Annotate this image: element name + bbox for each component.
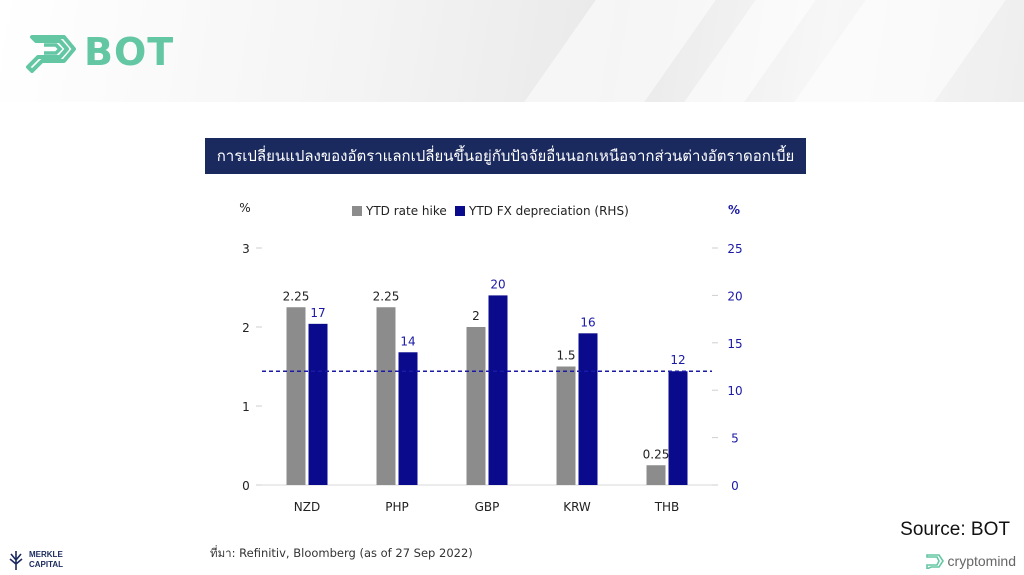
category-label: PHP xyxy=(385,500,409,514)
cryptomind-icon xyxy=(925,554,944,569)
right-tick-label: 5 xyxy=(731,432,739,446)
bar-rate-hike xyxy=(466,327,486,485)
bar-fx-depreciation xyxy=(668,371,688,485)
data-label-rate-hike: 1.5 xyxy=(556,349,575,363)
chart-title: การเปลี่ยนแปลงของอัตราแลกเปลี่ยนขึ้นอยู่… xyxy=(205,138,806,174)
merkle-line1: MERKLE xyxy=(29,550,63,559)
data-label-rate-hike: 2.25 xyxy=(373,289,400,303)
bar-fx-depreciation xyxy=(578,333,598,485)
bot-logo-icon xyxy=(26,35,76,73)
category-label: GBP xyxy=(475,500,500,514)
left-axis-label: % xyxy=(239,201,250,215)
category-label: KRW xyxy=(563,500,591,514)
data-label-fx-depreciation: 12 xyxy=(670,353,685,367)
data-label-fx-depreciation: 14 xyxy=(400,334,415,348)
legend-swatch-rate-hike xyxy=(352,206,362,216)
bar-fx-depreciation xyxy=(488,295,508,485)
data-label-rate-hike: 2.25 xyxy=(283,289,310,303)
category-label: NZD xyxy=(294,500,320,514)
bar-rate-hike xyxy=(286,307,306,485)
left-tick-label: 3 xyxy=(242,242,250,256)
left-tick-label: 1 xyxy=(242,400,250,414)
brand-name: BOT xyxy=(84,30,175,74)
bot-logo: BOT xyxy=(24,30,174,74)
right-tick-label: 25 xyxy=(727,242,742,256)
merkle-line2: CAPITAL xyxy=(29,560,64,569)
left-tick-label: 0 xyxy=(242,479,250,493)
cryptomind-label: cryptomind xyxy=(947,553,1016,569)
right-tick-label: 15 xyxy=(727,337,742,351)
merkle-capital-logo: MERKLE CAPITAL xyxy=(8,550,63,570)
legend-label-rate-hike: YTD rate hike xyxy=(365,204,447,218)
bar-fx-depreciation xyxy=(398,352,418,485)
data-label-rate-hike: 2 xyxy=(472,309,480,323)
bar-rate-hike xyxy=(376,307,396,485)
data-label-fx-depreciation: 17 xyxy=(310,306,325,320)
header-band xyxy=(0,0,1024,102)
bar-fx-depreciation xyxy=(308,323,328,485)
bar-rate-hike xyxy=(646,465,666,485)
left-tick-label: 2 xyxy=(242,321,250,335)
data-label-rate-hike: 0.25 xyxy=(643,447,670,461)
bar-rate-hike xyxy=(556,366,576,485)
legend-swatch-fx-depreciation xyxy=(455,206,465,216)
footnote: ที่มา: Refinitiv, Bloomberg (as of 27 Se… xyxy=(210,546,473,560)
right-tick-label: 10 xyxy=(727,384,742,398)
data-label-fx-depreciation: 20 xyxy=(490,277,505,291)
right-tick-label: 0 xyxy=(731,479,739,493)
source-label: Source: BOT xyxy=(900,519,1010,540)
tree-icon xyxy=(9,551,23,570)
category-label: THB xyxy=(654,500,680,514)
right-axis-label: % xyxy=(728,203,740,217)
legend-label-fx-depreciation: YTD FX depreciation (RHS) xyxy=(468,204,629,218)
cryptomind-logo: cryptomind xyxy=(924,553,1016,569)
data-label-fx-depreciation: 16 xyxy=(580,315,595,329)
right-tick-label: 20 xyxy=(727,289,742,303)
